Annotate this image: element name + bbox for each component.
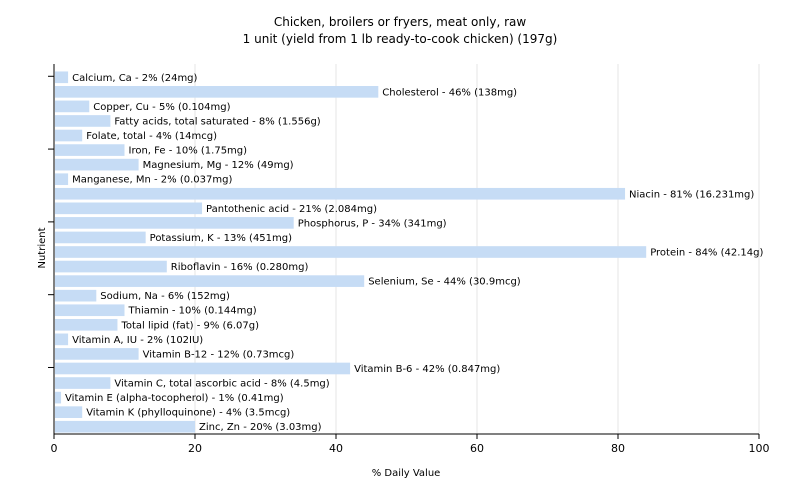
bar-label: Copper, Cu - 5% (0.104mg) [93,102,230,113]
bar [55,202,203,215]
bar [55,217,294,229]
bar [55,173,69,186]
bar-label: Magnesium, Mg - 12% (49mg) [143,160,294,171]
bar [55,289,97,302]
x-tick-label: 100 [749,442,770,455]
bar-label: Vitamin E (alpha-tocopherol) - 1% (0.41m… [65,393,284,404]
x-tick-label: 40 [329,442,343,455]
bar-label: Folate, total - 4% (14mcg) [86,131,217,142]
y-axis-title: Nutrient [37,227,48,268]
bar [55,231,146,244]
axes: 0 20 40 60 80 100 [48,64,770,455]
bar [55,246,647,258]
bar-label: Vitamin B-6 - 42% (0.847mg) [354,364,500,375]
bar-label: Pantothenic acid - 21% (2.084mg) [206,204,377,215]
bar [55,406,83,418]
bar-label: Vitamin A, IU - 2% (102IU) [72,335,203,346]
bar [55,260,167,273]
bar [55,187,626,200]
bar-label: Cholesterol - 46% (138mg) [382,87,517,98]
bar [55,304,125,317]
bar-label: Manganese, Mn - 2% (0.037mg) [72,175,232,186]
bar [55,115,111,127]
bar [55,144,125,156]
bar-label: Total lipid (fat) - 9% (6.07g) [120,320,259,331]
bar-label: Selenium, Se - 44% (30.9mcg) [368,277,521,288]
bar [55,362,351,375]
chart-subtitle: 1 unit (yield from 1 lb ready-to-cook ch… [242,32,558,46]
bar-label: Protein - 84% (42.14g) [650,248,763,259]
bar-label: Fatty acids, total saturated - 8% (1.556… [114,116,320,127]
x-axis-title: % Daily Value [372,468,441,479]
bar [55,71,69,84]
bar [55,129,83,142]
bar-label: Phosphorus, P - 34% (341mg) [298,218,447,229]
bars: Calcium, Ca - 2% (24mg) Cholesterol - 46%… [55,71,764,433]
bar-label: Iron, Fe - 10% (1.75mg) [129,146,248,157]
bar [55,158,139,171]
bar [55,377,111,389]
bar [55,100,90,113]
x-tick-label: 80 [611,442,625,455]
bar-label: Sodium, Na - 6% (152mg) [100,291,230,302]
x-tick-label: 20 [188,442,202,455]
bar [55,348,139,360]
bar [55,391,62,404]
chart-title: Chicken, broilers or fryers, meat only, … [273,15,527,29]
bar-label: Potassium, K - 13% (451mg) [150,233,292,244]
bar-label: Vitamin K (phylloquinone) - 4% (3.5mcg) [86,408,290,419]
chart-title-block: Chicken, broilers or fryers, meat only, … [0,14,800,48]
bar [55,333,69,346]
bar [55,420,195,433]
bar-label: Vitamin B-12 - 12% (0.73mcg) [143,349,295,360]
bar [55,275,365,287]
bar-label: Niacin - 81% (16.231mg) [629,189,754,200]
bar-label: Riboflavin - 16% (0.280mg) [171,262,309,273]
bar-label: Zinc, Zn - 20% (3.03mg) [199,422,322,433]
x-tick-label: 0 [51,442,58,455]
bar-label: Thiamin - 10% (0.144mg) [128,306,257,317]
x-tick-label: 60 [470,442,484,455]
bar [55,318,118,331]
bar-label: Calcium, Ca - 2% (24mg) [72,73,197,84]
bar-label: Vitamin C, total ascorbic acid - 8% (4.5… [114,379,329,390]
bar [55,86,379,98]
